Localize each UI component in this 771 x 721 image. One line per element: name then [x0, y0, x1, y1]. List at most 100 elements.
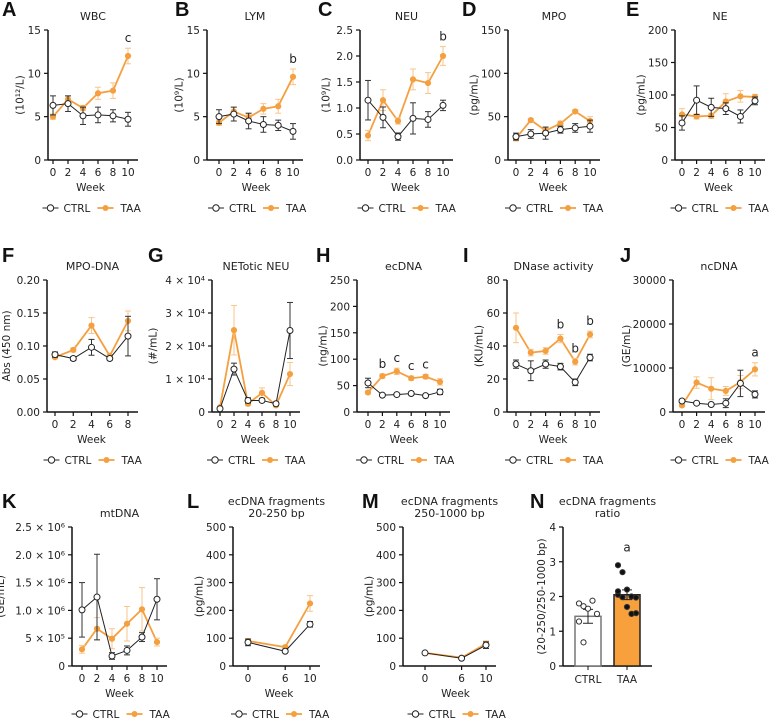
- y-tick-label: 0.10: [17, 341, 40, 353]
- y-tick-label: 50: [655, 123, 668, 135]
- legend-ctrl-label: CTRL: [429, 709, 456, 721]
- x-tick-label: 4: [245, 167, 252, 179]
- legend-taa-marker: [268, 205, 274, 211]
- y-axis-label: (20-250/250-1000 bp): [536, 538, 548, 654]
- legend-ctrl-marker: [46, 204, 55, 212]
- x-tick-label: 8: [110, 167, 117, 179]
- data-point-ctrl: [527, 130, 535, 138]
- y-tick-label: 0: [659, 407, 666, 419]
- legend-ctrl-label: CTRL: [379, 203, 406, 215]
- x-axis-label: Week: [242, 182, 272, 194]
- y-axis-label: (#/mL): [148, 328, 160, 365]
- significance-label: c: [422, 358, 429, 372]
- legend-ctrl-marker: [674, 204, 683, 212]
- data-point-taa: [230, 327, 238, 334]
- legend-ctrl-label: CTRL: [377, 455, 404, 467]
- data-point-ctrl: [707, 103, 715, 111]
- legend-ctrl-marker: [509, 456, 517, 464]
- data-point-ctrl: [88, 343, 95, 351]
- y-tick-label: 10: [28, 68, 41, 80]
- y-tick-label: 2.5: [336, 25, 353, 37]
- data-point-ctrl: [482, 641, 490, 649]
- panel-label: B: [175, 0, 189, 21]
- x-tick-label: 10: [748, 167, 761, 179]
- x-axis-label: Week: [539, 182, 569, 194]
- panel-label: L: [187, 491, 199, 513]
- data-point-taa: [364, 132, 372, 139]
- data-point-ctrl: [106, 355, 114, 363]
- panel-label: D: [462, 0, 476, 21]
- legend-ctrl-label: CTRL: [692, 203, 719, 215]
- x-tick-label: 8: [273, 419, 280, 431]
- series-line-taa: [515, 327, 591, 364]
- y-tick-label: 1.5: [336, 77, 353, 89]
- chart-title-line2: 20-250 bp: [248, 507, 304, 520]
- data-point-ctrl: [422, 392, 430, 400]
- data-point-taa: [436, 378, 444, 386]
- chart-title: DNase activity: [514, 260, 594, 273]
- x-tick-label: 8: [125, 419, 132, 431]
- y-tick-label: 200: [376, 605, 396, 617]
- x-tick-label: 2: [65, 167, 72, 179]
- data-point-ctrl: [124, 332, 132, 340]
- x-tick-label: 0: [365, 167, 372, 179]
- legend-taa-marker: [565, 457, 571, 463]
- data-point: [619, 569, 626, 576]
- data-point-ctrl: [124, 115, 132, 123]
- y-tick-label: 200: [330, 301, 350, 313]
- data-point: [619, 594, 626, 601]
- data-point-ctrl: [542, 360, 550, 368]
- data-point-ctrl: [289, 127, 297, 135]
- data-point-taa: [586, 331, 594, 338]
- data-point-taa: [409, 76, 417, 83]
- data-point-taa: [88, 322, 95, 329]
- data-point-ctrl: [751, 390, 759, 398]
- x-axis-label: Week: [265, 688, 295, 700]
- legend-taa-label: TAA: [748, 455, 770, 467]
- x-tick-label: 6: [408, 419, 415, 431]
- legend-ctrl-marker: [361, 204, 370, 212]
- data-point-taa: [260, 105, 267, 112]
- x-tick-label: 4: [88, 419, 95, 431]
- y-tick-label: 0: [198, 407, 205, 419]
- y-tick-label: 20000: [633, 319, 666, 331]
- data-point-ctrl: [556, 363, 564, 371]
- panel-label: I: [463, 245, 469, 267]
- chart-title-line2: ratio: [595, 507, 621, 520]
- legend-ctrl-label: CTRL: [93, 709, 120, 721]
- data-point-taa: [557, 335, 564, 342]
- series-line-taa: [367, 370, 441, 394]
- y-tick-label: 1.0: [336, 103, 353, 115]
- x-tick-label: 8: [737, 419, 744, 431]
- x-tick-label: 6: [95, 167, 102, 179]
- y-tick-label: 5 × 10⁵: [25, 633, 65, 645]
- x-tick-label: 2: [230, 167, 237, 179]
- y-tick-label: 100: [648, 90, 668, 102]
- x-axis-label: Week: [76, 182, 106, 194]
- x-tick-label: 2: [527, 167, 534, 179]
- y-tick-label: 50: [337, 381, 350, 393]
- y-tick-label: 3 × 10⁴: [165, 308, 205, 320]
- x-tick-label: 0: [365, 419, 372, 431]
- data-point-ctrl: [586, 354, 594, 362]
- x-tick-label: 0: [52, 419, 59, 431]
- y-tick-label: 15: [28, 25, 41, 37]
- data-point-ctrl: [379, 113, 387, 121]
- data-point-taa: [557, 120, 564, 127]
- data-point-ctrl: [378, 391, 386, 399]
- legend-ctrl-marker: [212, 204, 220, 212]
- data-point-ctrl: [409, 114, 417, 122]
- x-tick-label: 2: [527, 419, 534, 431]
- y-tick-label: 4: [549, 522, 556, 534]
- data-point-ctrl: [274, 121, 282, 129]
- chart-title: MPO-DNA: [66, 260, 120, 273]
- y-tick-label: 150: [648, 58, 668, 70]
- x-tick-label: 6: [458, 673, 465, 685]
- y-tick-label: 2: [549, 592, 556, 604]
- chart-title: NEU: [395, 10, 418, 23]
- data-point-ctrl: [364, 379, 372, 387]
- x-tick-label: 4: [80, 167, 87, 179]
- y-axis-label: (10¹²/L): [15, 75, 27, 114]
- y-tick-label: 0: [493, 407, 500, 419]
